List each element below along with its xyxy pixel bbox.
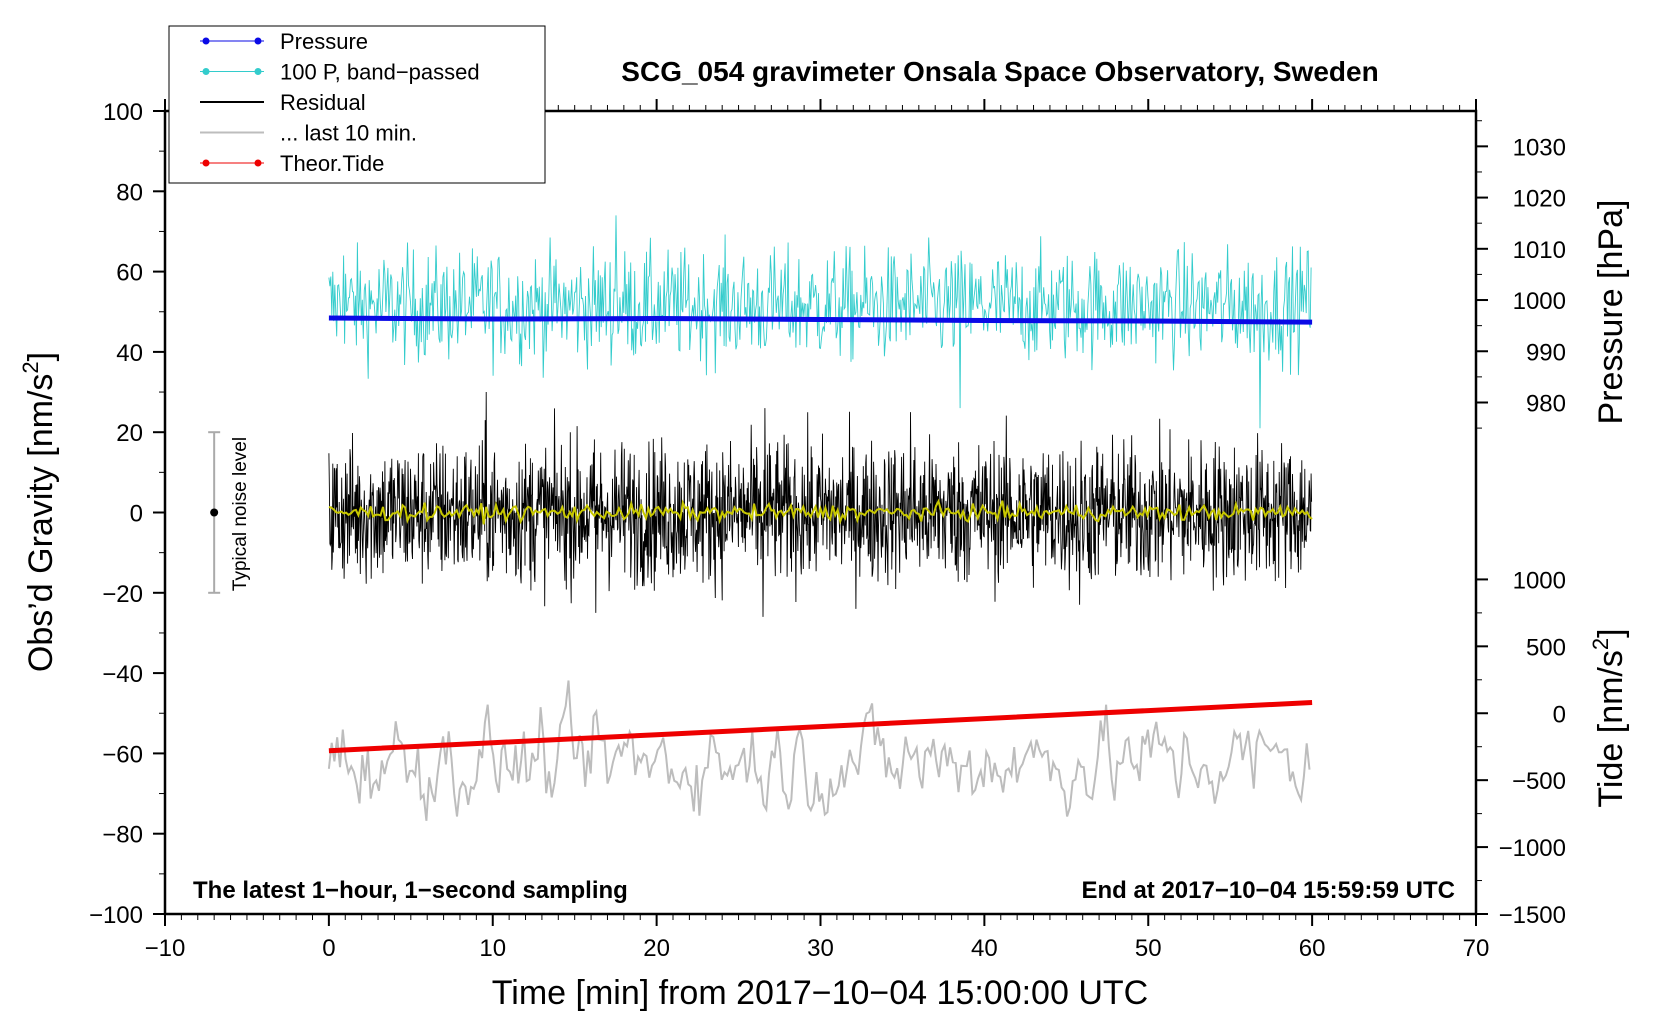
series-bandpassed-line bbox=[328, 215, 1312, 429]
series-last10min-line bbox=[327, 680, 1311, 821]
x-axis-title: Time [min] from 2017−10−04 15:00:00 UTC bbox=[492, 974, 1148, 1012]
x-tick-label: 40 bbox=[971, 935, 998, 962]
pressure-tick-label: 1010 bbox=[1513, 237, 1566, 264]
legend-label: Residual bbox=[280, 90, 366, 115]
tide-title-main: Tide [nm/s bbox=[1592, 650, 1630, 807]
y-tick-label: 0 bbox=[130, 501, 143, 528]
x-tick-label: 20 bbox=[643, 935, 670, 962]
x-tick-label: 10 bbox=[479, 935, 506, 962]
pressure-tick-label: 1000 bbox=[1513, 288, 1566, 315]
y-axis-left-title: Obs’d Gravity [nm/s2] bbox=[18, 352, 60, 672]
legend-label: ... last 10 min. bbox=[280, 121, 417, 146]
annotation-left: The latest 1−hour, 1−second sampling bbox=[193, 877, 628, 904]
y-axis-tide-title: Tide [nm/s2] bbox=[1588, 628, 1630, 807]
legend: Pressure 100 P, band−passed Residual ... la… bbox=[168, 25, 546, 184]
legend-marker bbox=[202, 68, 210, 75]
y-left-title-end: ] bbox=[22, 352, 60, 361]
y-axis-pressure-title: Pressure [hPa] bbox=[1592, 200, 1630, 425]
legend-marker bbox=[254, 68, 262, 75]
x-tick-label: 0 bbox=[322, 935, 335, 962]
pressure-tick-label: 1020 bbox=[1513, 186, 1566, 213]
tide-tick-label: −500 bbox=[1512, 768, 1566, 795]
x-tick-label: −10 bbox=[145, 935, 186, 962]
x-tick-label: 60 bbox=[1299, 935, 1326, 962]
tide-tick-label: −1000 bbox=[1499, 835, 1566, 862]
y-tick-label: 20 bbox=[116, 420, 143, 447]
noise-bar-group: Typical noise level bbox=[208, 431, 251, 594]
y-tick-label: −80 bbox=[102, 822, 143, 849]
tide-tick-label: 500 bbox=[1526, 634, 1566, 661]
y-left-title-main: Obs’d Gravity [nm/s bbox=[22, 374, 60, 673]
y-tick-label: −100 bbox=[89, 902, 143, 929]
noise-bar-label: Typical noise level bbox=[230, 437, 251, 591]
series-residual-line bbox=[328, 391, 1313, 617]
chart-title: SCG_054 gravimeter Onsala Space Observat… bbox=[621, 56, 1378, 87]
legend-label: 100 P, band−passed bbox=[280, 60, 480, 85]
series-pressure-line bbox=[328, 315, 1313, 325]
series-layer bbox=[327, 215, 1313, 821]
series-residual-smoothed-line bbox=[328, 498, 1313, 526]
tide-title-end: ] bbox=[1592, 628, 1630, 637]
y-tick-label: −60 bbox=[102, 741, 143, 768]
x-tick-label: 50 bbox=[1135, 935, 1162, 962]
y-tick-label: −20 bbox=[102, 581, 143, 608]
y-tick-label: 80 bbox=[116, 179, 143, 206]
legend-marker bbox=[202, 159, 210, 167]
y-tick-label: 100 bbox=[103, 99, 143, 126]
legend-marker bbox=[202, 37, 210, 45]
tide-tick-label: −1500 bbox=[1499, 902, 1566, 929]
pressure-tick-label: 1030 bbox=[1513, 134, 1566, 161]
legend-label: Theor.Tide bbox=[280, 151, 384, 176]
annotation-right: End at 2017−10−04 15:59:59 UTC bbox=[1081, 877, 1455, 904]
tide-tick-label: 1000 bbox=[1513, 567, 1566, 594]
pressure-tick-label: 990 bbox=[1526, 339, 1566, 366]
legend-marker bbox=[254, 37, 262, 45]
legend-marker bbox=[254, 159, 262, 167]
tide-title-sup: 2 bbox=[1588, 638, 1613, 650]
y-tick-label: −40 bbox=[102, 661, 143, 688]
y-tick-label: 60 bbox=[116, 260, 143, 287]
noise-bar-center-dot bbox=[210, 508, 219, 517]
x-tick-label: 30 bbox=[807, 935, 834, 962]
legend-box bbox=[168, 25, 546, 184]
pressure-tick-label: 980 bbox=[1526, 390, 1566, 417]
x-tick-label: 70 bbox=[1463, 935, 1490, 962]
legend-label: Pressure bbox=[280, 29, 368, 54]
y-left-title-sup: 2 bbox=[18, 361, 43, 373]
tide-tick-label: 0 bbox=[1553, 701, 1566, 728]
ticks-layer: −10 0 10 20 30 40 50 60 70100806040200−20−40−60−… bbox=[89, 99, 1566, 962]
series-tide-line bbox=[328, 700, 1313, 754]
y-tick-label: 40 bbox=[116, 340, 143, 367]
